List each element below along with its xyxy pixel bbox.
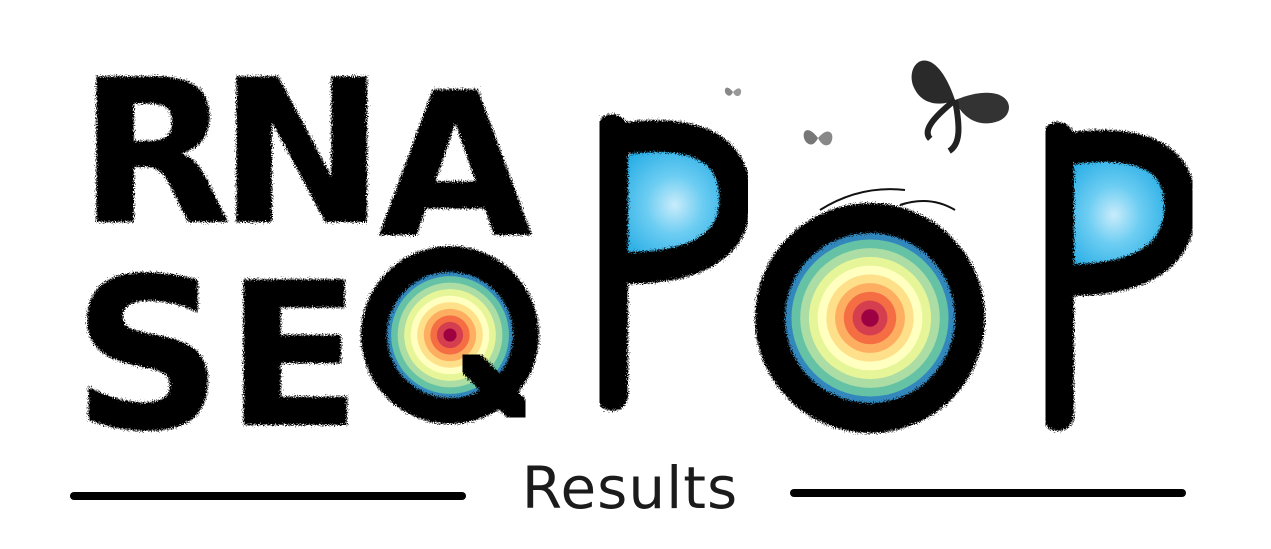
rainbow-ring xyxy=(443,328,457,342)
leaf-sprig-icon xyxy=(819,188,956,211)
logo-letter-p-right xyxy=(1042,122,1197,431)
logo-letter-n: N xyxy=(218,37,385,270)
logo-letter-o xyxy=(755,188,985,433)
divider-right xyxy=(790,489,1186,497)
rainbow-ring xyxy=(861,309,879,327)
subtitle-results: Results xyxy=(521,454,739,522)
logo-letter-p-left xyxy=(596,114,752,411)
logo-letter-r: R xyxy=(78,37,232,270)
butterfly-icon xyxy=(911,60,1009,154)
logo-letter-s: S xyxy=(72,233,223,478)
logo-letter-q xyxy=(361,246,539,425)
butterfly-icon xyxy=(724,87,742,97)
butterfly-icon xyxy=(803,130,833,146)
logo-letter-a: A xyxy=(378,50,533,283)
divider-left xyxy=(70,492,466,500)
logo-letter-e: E xyxy=(225,240,362,473)
